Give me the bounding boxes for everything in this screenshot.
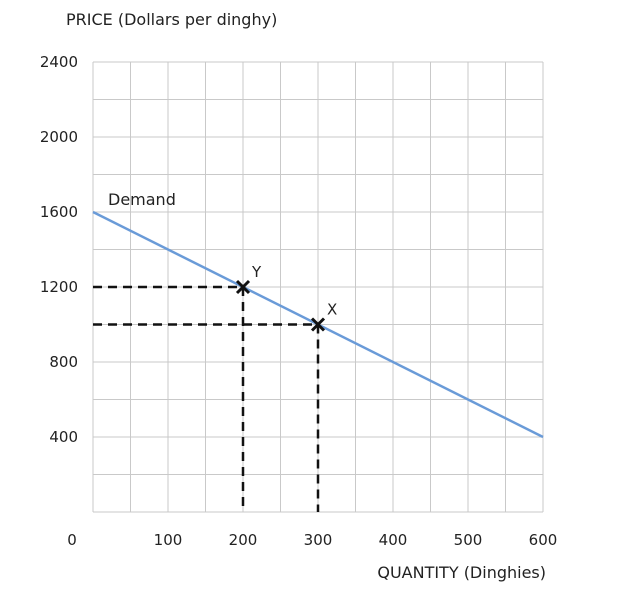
x-tick-labels: 0 100 200 300 400 500 600 <box>67 531 557 549</box>
point-markers: YX <box>235 263 337 332</box>
y-tick-label: 1200 <box>40 278 78 296</box>
y-tick-label: 1600 <box>40 203 78 221</box>
point-marker <box>235 279 251 295</box>
dashed-guide-lines <box>93 285 320 512</box>
x-tick-label: 200 <box>229 531 258 549</box>
y-tick-label: 800 <box>49 353 78 371</box>
x-axis-title: QUANTITY (Dinghies) <box>377 563 546 582</box>
x-tick-label: 100 <box>154 531 183 549</box>
x-tick-label: 500 <box>454 531 483 549</box>
y-axis-title: PRICE (Dollars per dinghy) <box>66 10 277 29</box>
y-tick-label: 2000 <box>40 128 78 146</box>
y-tick-label: 400 <box>49 428 78 446</box>
x-tick-label: 400 <box>379 531 408 549</box>
point-label: Y <box>251 263 262 281</box>
point-label: X <box>327 301 337 319</box>
cross-stroke <box>235 279 251 295</box>
x-tick-label: 600 <box>529 531 558 549</box>
cross-stroke <box>310 317 326 332</box>
series-label: Demand <box>108 190 176 209</box>
y-tick-labels: 400 800 1200 1600 2000 2400 <box>40 53 78 446</box>
y-tick-label: 2400 <box>40 53 78 71</box>
x-tick-label: 300 <box>304 531 333 549</box>
x-tick-label: 0 <box>67 531 77 549</box>
point-marker <box>310 317 326 332</box>
